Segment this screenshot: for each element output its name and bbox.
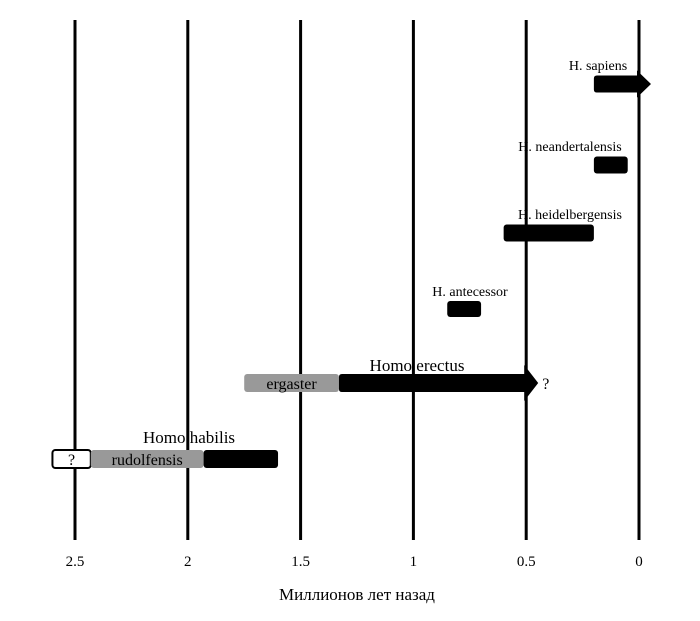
species-name-label: H. antecessor <box>432 285 508 300</box>
species-name-label: H. heidelbergensis <box>518 208 622 223</box>
x-axis-title: Миллионов лет назад <box>279 585 435 604</box>
bar-segment <box>503 224 594 242</box>
x-tick-label: 1 <box>410 554 418 570</box>
bar-arrow-segment <box>338 365 539 401</box>
x-tick-label: 0 <box>635 554 643 570</box>
x-tick-labels: 2.5 2 1.5 1 0.5 0 <box>66 554 643 570</box>
bar-segment-label: ? <box>68 452 75 469</box>
uncertainty-mark: ? <box>542 376 549 393</box>
bar-segment <box>90 450 204 468</box>
species-name-label: Homo habilis <box>143 428 235 447</box>
bar-segment <box>593 156 628 174</box>
x-tick-label: 2.5 <box>66 554 85 570</box>
species-labels: H. sapiens H. neandertalensis H. heidelber… <box>143 59 627 447</box>
species-name-label: H. sapiens <box>569 59 627 74</box>
bar-segment <box>244 374 339 392</box>
bar-segment-label: ergaster <box>266 376 317 393</box>
species-bars: ergaster?? rudolfensis <box>51 70 651 469</box>
bar-segment-label: rudolfensis <box>112 452 183 469</box>
x-tick-label: 1.5 <box>291 554 310 570</box>
species-name-label: H. neandertalensis <box>518 140 621 155</box>
species-name-label: Homo erectus <box>370 356 465 375</box>
bar-segment <box>447 301 482 317</box>
bar-arrow-segment <box>593 70 651 98</box>
bar-segment <box>203 450 279 468</box>
x-tick-label: 2 <box>184 554 192 570</box>
x-tick-label: 0.5 <box>517 554 536 570</box>
